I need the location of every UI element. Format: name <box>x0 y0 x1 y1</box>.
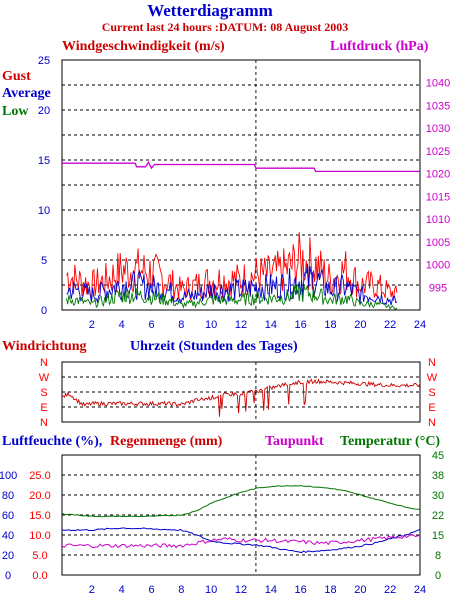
wind-low-line <box>66 284 398 310</box>
rain-y-tick: 25.0 <box>29 470 50 482</box>
wind-x-tick: 12 <box>235 319 247 331</box>
temperature-y-tick: 0 <box>435 570 441 582</box>
temperature-y-tick: 38 <box>432 470 444 482</box>
rain-y-tick: 0.0 <box>32 570 47 582</box>
chart-title: Wetterdiagramm <box>147 1 273 20</box>
pressure-y-tick: 1005 <box>426 237 450 249</box>
wind-plot-frame <box>61 59 421 311</box>
direction-right-tick: N <box>428 357 436 369</box>
pressure-y-tick: 995 <box>429 282 447 294</box>
rain-y-tick: 10.0 <box>29 530 50 542</box>
temperatur-line <box>61 485 420 518</box>
pressure-y-tick: 1020 <box>426 169 450 181</box>
wind-y-tick: 25 <box>38 55 50 67</box>
wind-x-tick: 20 <box>354 319 366 331</box>
humidity-y-tick: 40 <box>2 530 14 542</box>
pressure-y-tick: 1040 <box>426 78 450 90</box>
pressure-title: Luftdruck (hPa) <box>330 39 429 54</box>
humidity-x-tick: 18 <box>324 584 336 596</box>
pressure-y-tick: 1015 <box>426 191 450 203</box>
legend-low: Low <box>2 104 29 119</box>
luftfeuchte-line <box>61 527 421 554</box>
humidity-x-tick: 16 <box>295 584 307 596</box>
wind-y-tick: 20 <box>38 105 50 117</box>
wind-direction-title: Windrichtung <box>2 339 87 354</box>
legend-gust: Gust <box>2 69 31 84</box>
direction-left-tick: N <box>40 357 48 369</box>
wind-x-tick: 2 <box>89 319 95 331</box>
direction-left-tick: W <box>39 372 50 384</box>
humidity-x-tick: 22 <box>384 584 396 596</box>
temperature-y-tick: 30 <box>432 490 444 502</box>
wind-x-tick: 14 <box>265 319 277 331</box>
wind-y-tick: 10 <box>38 205 50 217</box>
temperature-y-tick: 8 <box>435 550 441 562</box>
pressure-y-tick: 1030 <box>426 123 450 135</box>
pressure-y-tick: 1010 <box>426 214 450 226</box>
direction-right-tick: E <box>428 402 435 414</box>
humidity-x-tick: 6 <box>148 584 154 596</box>
wind-direction-line <box>62 378 421 417</box>
taupunkt-line <box>61 533 421 549</box>
wind-x-tick: 10 <box>205 319 217 331</box>
humidity-x-tick: 2 <box>89 584 95 596</box>
humidity-y-tick: 20 <box>2 550 14 562</box>
wind-x-tick: 16 <box>295 319 307 331</box>
pressure-line <box>62 161 420 173</box>
time-axis-title: Uhrzeit (Stunden des Tages) <box>130 339 298 354</box>
direction-right-tick: N <box>428 417 436 429</box>
direction-right-tick: S <box>428 387 435 399</box>
wind-x-tick: 4 <box>119 319 125 331</box>
pressure-y-tick: 1000 <box>426 260 450 272</box>
temperature-y-tick: 45 <box>432 450 444 462</box>
temperature-y-tick: 22 <box>432 510 444 522</box>
direction-plot-frame <box>61 361 421 423</box>
rain-title: Regenmenge (mm) <box>110 434 223 449</box>
wind-average-line <box>66 263 398 306</box>
rain-y-tick: 15.0 <box>29 510 50 522</box>
chart-subtitle: Current last 24 hours :DATUM: 08 August … <box>102 20 349 34</box>
direction-left-tick: E <box>40 402 47 414</box>
rain-y-tick: 20.0 <box>29 490 50 502</box>
humidity-x-tick: 4 <box>119 584 125 596</box>
wind-y-tick: 15 <box>38 155 50 167</box>
humidity-x-tick: 20 <box>354 584 366 596</box>
wind-gust-line <box>66 232 398 301</box>
wind-x-tick: 22 <box>384 319 396 331</box>
wind-x-tick: 8 <box>178 319 184 331</box>
direction-right-tick: W <box>427 372 438 384</box>
humidity-plot-frame <box>61 454 421 576</box>
wind-x-tick: 24 <box>414 319 426 331</box>
pressure-y-tick: 1035 <box>426 100 450 112</box>
plot-panels: 0510152025995100010051010101510201025103… <box>0 55 450 596</box>
temperature-y-tick: 15 <box>432 530 444 542</box>
humidity-y-tick: 80 <box>2 490 14 502</box>
wind-y-tick: 0 <box>41 305 47 317</box>
humidity-x-tick: 24 <box>414 584 426 596</box>
wind-x-tick: 18 <box>324 319 336 331</box>
humidity-x-tick: 10 <box>205 584 217 596</box>
humidity-y-tick: 60 <box>2 510 14 522</box>
humidity-x-tick: 12 <box>235 584 247 596</box>
pressure-y-tick: 1025 <box>426 146 450 158</box>
temperature-title: Temperatur (°C) <box>340 434 440 449</box>
legend-average: Average <box>2 86 51 101</box>
humidity-title: Luftfeuchte (%), <box>2 434 102 449</box>
wind-y-tick: 5 <box>41 255 47 267</box>
direction-left-tick: N <box>40 417 48 429</box>
humidity-x-tick: 8 <box>178 584 184 596</box>
rain-y-tick: 5.0 <box>32 550 47 562</box>
humidity-y-tick: 0 <box>5 570 11 582</box>
dewpoint-title: Taupunkt <box>265 434 324 449</box>
wind-speed-title: Windgeschwindigkeit (m/s) <box>62 39 225 54</box>
humidity-y-tick: 100 <box>0 470 17 482</box>
humidity-x-tick: 14 <box>265 584 277 596</box>
wind-x-tick: 6 <box>148 319 154 331</box>
direction-left-tick: S <box>40 387 47 399</box>
